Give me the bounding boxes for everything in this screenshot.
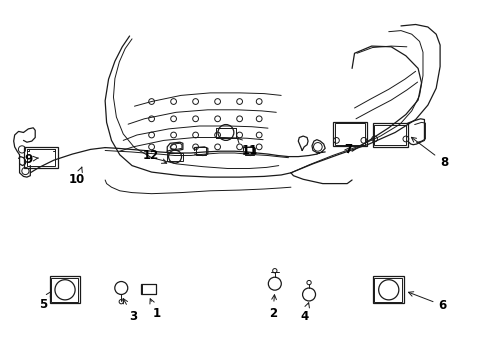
Text: 2: 2 xyxy=(268,295,276,320)
Text: 10: 10 xyxy=(69,167,85,186)
Text: 6: 6 xyxy=(407,292,446,312)
Text: 4: 4 xyxy=(300,303,309,323)
Text: 8: 8 xyxy=(410,137,447,168)
Bar xyxy=(244,147,254,155)
Bar xyxy=(216,128,235,138)
Text: 5: 5 xyxy=(39,292,51,311)
Bar xyxy=(334,123,365,145)
Bar xyxy=(141,284,156,294)
Bar xyxy=(142,284,155,294)
Bar xyxy=(24,147,58,168)
Text: 3: 3 xyxy=(123,298,137,323)
Bar xyxy=(50,276,80,303)
Bar xyxy=(167,153,183,161)
Text: 11: 11 xyxy=(237,138,257,157)
Bar xyxy=(372,123,407,147)
Text: 9: 9 xyxy=(24,153,38,166)
Text: 1: 1 xyxy=(150,299,160,320)
Bar xyxy=(373,278,402,302)
Text: 12: 12 xyxy=(142,149,166,163)
Bar xyxy=(27,149,55,166)
Bar xyxy=(372,276,404,303)
Bar xyxy=(373,125,406,145)
Bar xyxy=(195,147,206,155)
Text: 7: 7 xyxy=(344,143,351,156)
Bar xyxy=(333,122,366,146)
Bar xyxy=(51,278,78,302)
